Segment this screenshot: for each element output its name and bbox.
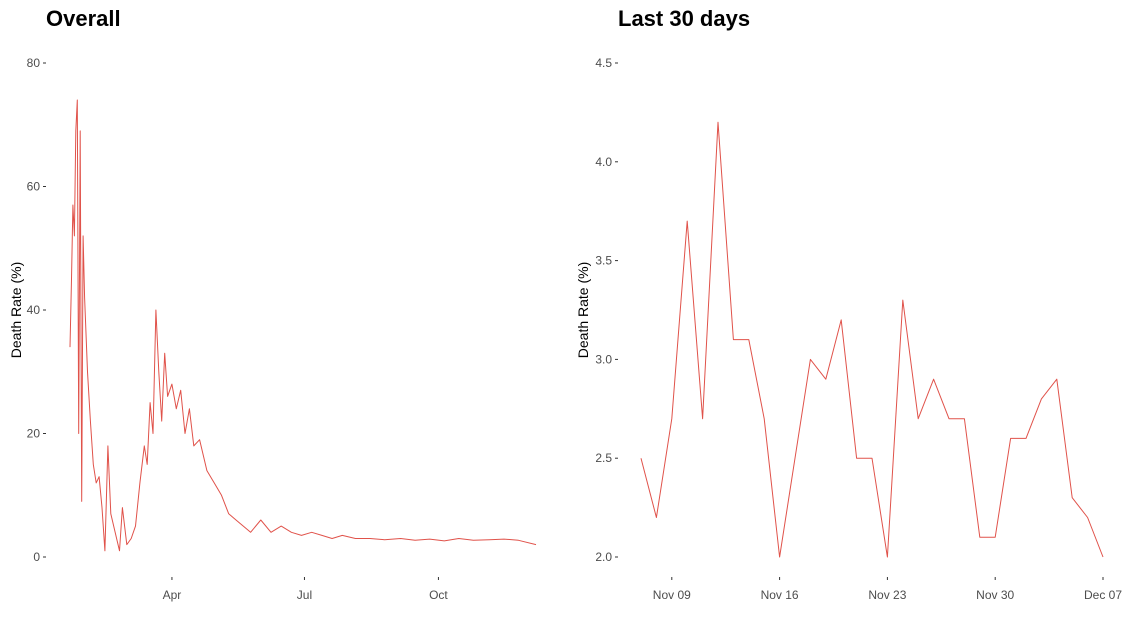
- overall-y-tick-label: 0: [33, 550, 40, 564]
- last30-x-tick-label: Nov 09: [653, 588, 691, 602]
- overall-x-tick-label: Apr: [163, 588, 182, 602]
- last30-title: Last 30 days: [618, 6, 750, 31]
- last30-y-tick-label: 2.0: [595, 550, 612, 564]
- last30-x-axis: Nov 09 Nov 16 Nov 23 Nov 30 Dec 07: [653, 577, 1122, 602]
- overall-x-axis: Apr Jul Oct: [163, 577, 448, 602]
- overall-y-axis-label: Death Rate (%): [8, 262, 24, 358]
- last30-y-axis-label: Death Rate (%): [575, 262, 591, 358]
- overall-y-axis: 0 20 40 60 80: [27, 56, 46, 564]
- overall-panel: Overall 0 20 40 60 80 Apr Jul Oct Death Rate (…: [8, 6, 537, 602]
- last30-x-tick-label: Dec 07: [1084, 588, 1122, 602]
- last30-y-tick-label: 3.5: [595, 254, 612, 268]
- last30-x-tick-label: Nov 30: [976, 588, 1014, 602]
- last30-series-line: [640, 121, 1104, 558]
- last30-x-tick-label: Nov 23: [868, 588, 906, 602]
- overall-x-tick-label: Oct: [429, 588, 448, 602]
- overall-series-line: [69, 99, 537, 552]
- overall-title: Overall: [46, 6, 121, 31]
- overall-x-tick-label: Jul: [297, 588, 312, 602]
- overall-y-tick-label: 80: [27, 56, 41, 70]
- last30-y-axis: 2.0 2.5 3.0 3.5 4.0 4.5: [595, 56, 618, 564]
- overall-y-tick-label: 20: [27, 427, 41, 441]
- last30-y-tick-label: 3.0: [595, 352, 612, 366]
- last30-y-tick-label: 2.5: [595, 451, 612, 465]
- last30-panel: Last 30 days 2.02.53.03.54.04.5 Nov 09 No…: [575, 6, 1122, 602]
- overall-y-tick-label: 40: [27, 303, 41, 317]
- last30-y-tick-label: 4.5: [595, 56, 612, 70]
- overall-y-tick-label: 60: [27, 180, 41, 194]
- last30-y-tick-label: 4.0: [595, 155, 612, 169]
- last30-x-tick-label: Nov 16: [761, 588, 799, 602]
